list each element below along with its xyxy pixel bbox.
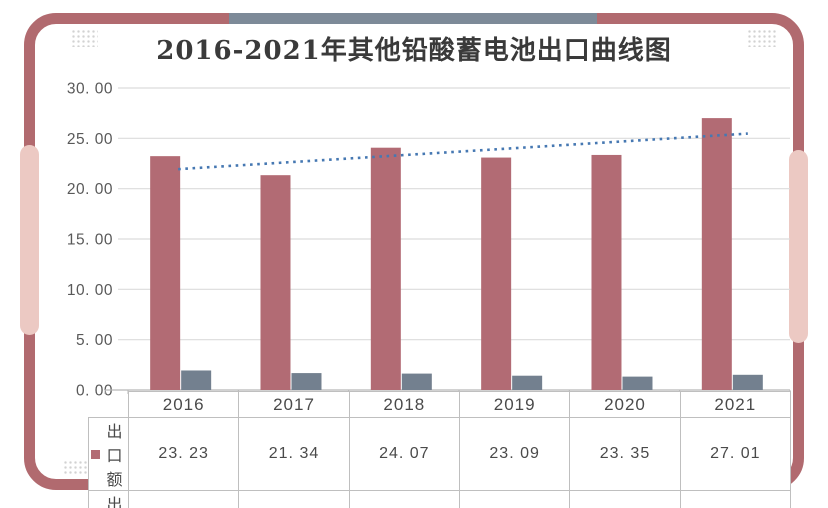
bar-export-value-2021	[701, 118, 732, 390]
y-axis-label: 25. 00	[67, 131, 113, 148]
value-cell: 24. 07	[348, 417, 460, 491]
year-header-cell: 2018	[348, 391, 460, 418]
right-border-accent-pill	[789, 150, 808, 343]
bar-export-volume-2018	[401, 373, 432, 390]
table-row: 出口量1. 941. 681. 631. 421. 331. 51	[88, 490, 791, 508]
table-corner-cell	[89, 392, 129, 418]
value-cell: 21. 34	[238, 417, 350, 491]
y-axis-label: 15. 00	[67, 232, 113, 249]
bar-export-value-2020	[591, 154, 622, 390]
legend-export-value: 出口额	[88, 417, 129, 491]
value-cell: 1. 94	[127, 490, 240, 508]
corner-dots-top-left	[71, 29, 98, 47]
year-header-cell: 2019	[458, 391, 571, 418]
bar-export-value-2019	[481, 157, 512, 390]
corner-dots-bottom-left	[63, 460, 91, 476]
legend-swatch-export-value-icon	[91, 449, 100, 459]
data-table: 2016 2017 2018 2019 2020 2021 出口额 23. 23 21. 34 2…	[88, 391, 791, 508]
y-axis-label: 5. 00	[76, 332, 113, 349]
table-row: 出口额 23. 23 21. 34 24. 07 23. 09 23. 35 27. 01	[88, 417, 791, 491]
value-cell: 23. 09	[458, 417, 571, 491]
bar-export-volume-2017	[291, 373, 322, 390]
value-cell: 23. 35	[569, 417, 681, 491]
corner-dots-top-right	[747, 29, 777, 47]
legend-label: 出口量	[106, 497, 124, 508]
value-cell: 1. 68	[238, 490, 350, 508]
y-axis-label: 20. 00	[67, 181, 113, 198]
left-border-accent-pill	[20, 145, 39, 335]
value-cell: 23. 23	[127, 417, 240, 491]
bar-export-volume-2016	[181, 370, 212, 390]
value-cell: 1. 42	[458, 490, 571, 508]
year-header-cell: 2016	[127, 391, 240, 418]
year-header-cell: 2021	[679, 391, 791, 418]
year-header-cell: 2017	[238, 391, 350, 418]
y-axis-label: 30. 00	[67, 81, 113, 98]
bar-export-volume-2019	[512, 375, 543, 390]
legend-export-volume: 出口量	[88, 490, 129, 508]
year-header-row: 2016 2017 2018 2019 2020 2021	[89, 391, 791, 418]
bar-export-value-2018	[370, 147, 401, 390]
y-axis-label: 0. 00	[76, 383, 113, 400]
chart-title: 2016-2021年其他铅酸蓄电池出口曲线图	[156, 36, 672, 66]
bar-export-volume-2020	[622, 376, 653, 390]
bar-export-value-2016	[150, 156, 181, 390]
legend-label: 出口额	[106, 424, 124, 489]
value-cell: 27. 01	[679, 417, 791, 491]
top-border-accent-bar	[229, 13, 597, 24]
trendline-dotted	[178, 132, 748, 171]
value-cell: 1. 33	[569, 490, 681, 508]
value-cell: 1. 51	[679, 490, 791, 508]
y-axis-label: 10. 00	[67, 282, 113, 299]
value-cell: 1. 63	[348, 490, 460, 508]
bar-export-value-2017	[260, 175, 291, 390]
year-header-cell: 2020	[569, 391, 681, 418]
bar-export-volume-2021	[732, 374, 763, 390]
